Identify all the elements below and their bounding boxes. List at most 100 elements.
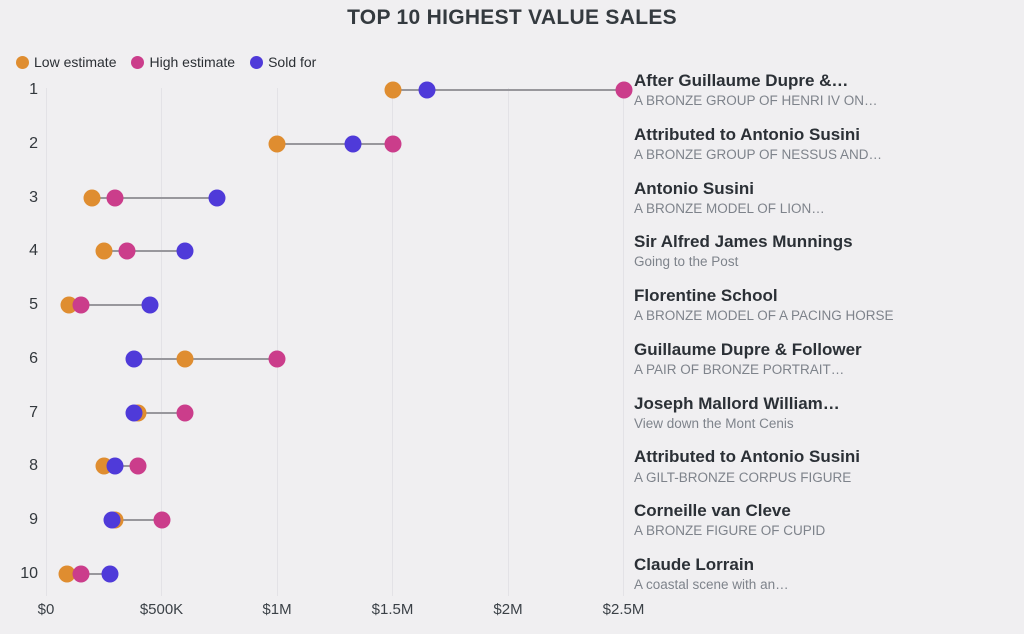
lot-label: Guillaume Dupre & Follower A PAIR OF BRON… bbox=[634, 340, 1018, 378]
estimate-connector-line bbox=[69, 304, 150, 307]
lot-label: Claude Lorrain A coastal scene with an… bbox=[634, 555, 1018, 593]
high-estimate-dot[interactable] bbox=[153, 511, 170, 529]
estimate-connector-line bbox=[277, 142, 393, 145]
high-estimate-dot[interactable] bbox=[72, 565, 90, 583]
row-rank: 2 bbox=[29, 134, 38, 152]
sold-for-dot[interactable] bbox=[176, 242, 194, 260]
estimate-connector-line bbox=[103, 250, 185, 253]
x-axis-tick-label: $2.5M bbox=[602, 601, 645, 618]
gridline bbox=[507, 88, 509, 596]
sold-legend-dot bbox=[250, 55, 264, 69]
legend-item-high[interactable]: High estimate bbox=[131, 54, 235, 70]
legend-label: Low estimate bbox=[34, 54, 117, 70]
high-estimate-dot[interactable] bbox=[118, 242, 136, 260]
legend: Low estimate High estimate Sold for bbox=[16, 54, 316, 70]
low-estimate-dot[interactable] bbox=[83, 189, 101, 207]
x-axis-tick-label: $2M bbox=[493, 601, 523, 618]
x-axis-tick-label: $1M bbox=[262, 601, 292, 618]
artist-name: Claude Lorrain bbox=[634, 555, 754, 575]
work-title: View down the Mont Cenis bbox=[634, 415, 794, 431]
row-rank: 4 bbox=[29, 242, 38, 260]
row-rank: 6 bbox=[29, 349, 38, 367]
work-title: Going to the Post bbox=[634, 254, 739, 270]
artist-name: Sir Alfred James Munnings bbox=[634, 232, 853, 252]
artist-name: Florentine School bbox=[634, 286, 778, 306]
work-title: A PAIR OF BRONZE PORTRAIT… bbox=[634, 361, 845, 377]
sold-for-dot[interactable] bbox=[418, 81, 436, 99]
gridline bbox=[623, 88, 624, 596]
artist-name: After Guillaume Dupre &… bbox=[634, 71, 849, 91]
artist-name: Attributed to Antonio Susini bbox=[634, 124, 860, 144]
legend-label: High estimate bbox=[149, 54, 236, 70]
lot-label: Florentine School A BRONZE MODEL OF A PAC… bbox=[634, 286, 1018, 324]
estimate-connector-line bbox=[392, 89, 624, 91]
lot-label: Sir Alfred James Munnings Going to the Po… bbox=[634, 232, 1018, 270]
lot-label: After Guillaume Dupre &… A BRONZE GROUP O… bbox=[634, 71, 1018, 109]
row-rank: 10 bbox=[20, 565, 38, 583]
estimate-connector-line bbox=[133, 357, 277, 360]
low-estimate-dot[interactable] bbox=[176, 350, 194, 368]
work-title: A BRONZE GROUP OF HENRI IV ON… bbox=[634, 93, 878, 109]
sold-for-dot[interactable] bbox=[125, 350, 143, 368]
lot-label: Attributed to Antonio Susini A BRONZE GRO… bbox=[634, 125, 1018, 163]
artist-name: Joseph Mallord William… bbox=[634, 393, 840, 413]
low-estimate-dot[interactable] bbox=[95, 242, 113, 260]
work-title: A GILT-BRONZE CORPUS FIGURE bbox=[634, 469, 852, 485]
artist-name: Corneille van Cleve bbox=[634, 501, 791, 521]
row-rank: 9 bbox=[29, 511, 38, 529]
high-estimate-dot[interactable] bbox=[615, 81, 632, 99]
sold-for-dot[interactable] bbox=[344, 135, 362, 153]
artist-name: Antonio Susini bbox=[634, 178, 754, 198]
sold-for-dot[interactable] bbox=[208, 189, 226, 207]
high-estimate-dot[interactable] bbox=[176, 404, 194, 422]
legend-label: Sold for bbox=[268, 54, 317, 70]
high-estimate-dot[interactable] bbox=[129, 457, 147, 475]
work-title: A coastal scene with an… bbox=[634, 577, 789, 593]
work-title: A BRONZE MODEL OF LION… bbox=[634, 200, 825, 216]
lot-label: Antonio Susini A BRONZE MODEL OF LION… bbox=[634, 179, 1018, 217]
gridline bbox=[161, 88, 162, 596]
gridline bbox=[45, 88, 47, 596]
work-title: A BRONZE GROUP OF NESSUS AND… bbox=[634, 146, 883, 162]
artist-name: Attributed to Antonio Susini bbox=[634, 447, 860, 467]
sold-for-dot[interactable] bbox=[125, 404, 143, 422]
low-estimate-dot[interactable] bbox=[268, 135, 286, 153]
x-axis-tick-label: $1.5M bbox=[371, 601, 414, 618]
work-title: A BRONZE FIGURE OF CUPID bbox=[634, 523, 826, 539]
lot-label: Joseph Mallord William… View down the Mon… bbox=[634, 394, 1018, 432]
row-rank: 1 bbox=[29, 81, 38, 98]
gridline bbox=[276, 88, 278, 596]
sold-for-dot[interactable] bbox=[106, 457, 124, 475]
chart-title: TOP 10 HIGHEST VALUE SALES bbox=[347, 6, 677, 29]
high-legend-dot bbox=[131, 55, 145, 69]
sold-for-dot[interactable] bbox=[141, 296, 159, 314]
high-estimate-dot[interactable] bbox=[72, 296, 90, 314]
high-estimate-dot[interactable] bbox=[384, 135, 401, 153]
low-estimate-dot[interactable] bbox=[384, 81, 401, 99]
x-axis-tick-label: $500K bbox=[139, 601, 184, 618]
estimate-connector-line bbox=[92, 196, 217, 199]
estimate-connector-line bbox=[133, 411, 185, 414]
estimate-connector-line bbox=[111, 519, 162, 522]
low-estimate-dot[interactable] bbox=[58, 565, 76, 583]
row-rank: 5 bbox=[29, 296, 38, 314]
work-title: A BRONZE MODEL OF A PACING HORSE bbox=[634, 308, 894, 324]
row-rank: 3 bbox=[29, 188, 38, 206]
high-estimate-dot[interactable] bbox=[106, 189, 124, 207]
row-rank: 7 bbox=[29, 403, 38, 421]
sold-for-dot[interactable] bbox=[103, 511, 121, 529]
legend-item-sold[interactable]: Sold for bbox=[250, 54, 316, 70]
gridline bbox=[392, 88, 393, 596]
x-axis-tick-label: $0 bbox=[37, 601, 55, 618]
low-legend-dot bbox=[16, 55, 29, 69]
high-estimate-dot[interactable] bbox=[268, 350, 286, 368]
sold-for-dot[interactable] bbox=[101, 565, 119, 583]
row-rank: 8 bbox=[29, 457, 38, 475]
lot-label: Corneille van Cleve A BRONZE FIGURE OF CU… bbox=[634, 501, 1018, 539]
artist-name: Guillaume Dupre & Follower bbox=[634, 339, 862, 359]
legend-item-low[interactable]: Low estimate bbox=[16, 54, 116, 70]
